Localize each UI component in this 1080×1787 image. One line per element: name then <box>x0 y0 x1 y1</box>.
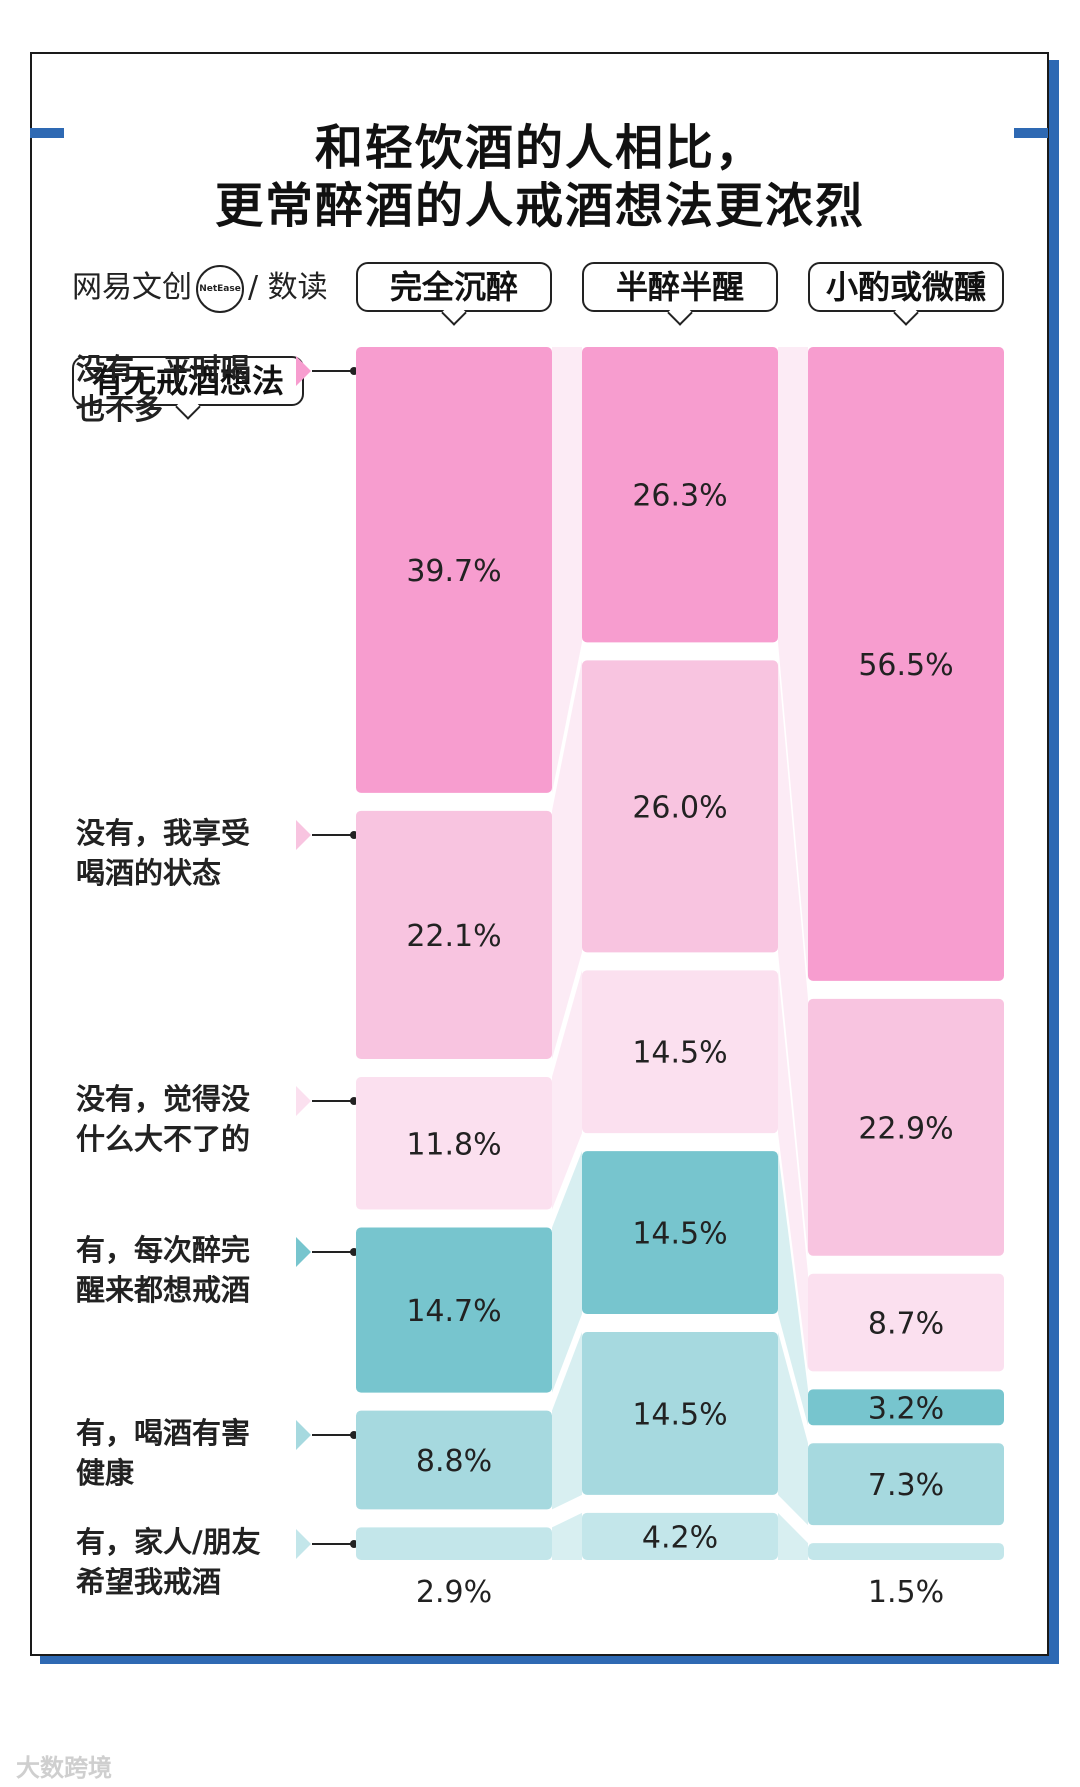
row-leader-dot-2 <box>350 1097 358 1105</box>
bar-segment-5-col2 <box>808 1543 1004 1560</box>
data-label-5-col0: 2.9% <box>416 1575 492 1610</box>
row-label-2-line-1: 什么大不了的 <box>76 1122 251 1156</box>
data-label-2-col2: 8.7% <box>868 1307 944 1342</box>
data-label-3-col2: 3.2% <box>868 1391 944 1426</box>
bar-segment-4-col0 <box>356 1410 552 1510</box>
row-label-3: 有，每次醉完 醒来都想戒酒 <box>76 1230 286 1310</box>
row-label-3-line-1: 醒来都想戒酒 <box>76 1272 251 1307</box>
data-label-0-col2: 56.5% <box>858 648 953 683</box>
row-leader-5 <box>312 1542 352 1545</box>
row-header-tag: 有无戒酒想法 <box>72 356 304 406</box>
data-label-0-col1: 26.3% <box>632 479 727 514</box>
bar-segment-3-col2 <box>808 1389 1004 1426</box>
row-leader-1 <box>312 833 352 836</box>
data-label-5-col1: 4.2% <box>642 1520 718 1555</box>
data-label-0-col0: 39.7% <box>406 554 501 589</box>
row-marker-1 <box>296 819 311 850</box>
bar-segment-4-col2 <box>808 1443 1004 1526</box>
data-label-3-col1: 14.5% <box>632 1217 727 1252</box>
row-label-4: 有，喝酒有害 健康 <box>76 1413 286 1493</box>
bar-segment-2-col0 <box>356 1077 552 1210</box>
row-leader-0 <box>312 370 352 372</box>
flow-band-1-col0-to-col1 <box>552 660 582 1060</box>
row-leader-dot-3 <box>350 1247 358 1256</box>
flow-band-1-col1-to-col2 <box>778 660 808 1256</box>
row-marker-3 <box>296 1236 311 1267</box>
row-marker-2 <box>296 1086 311 1116</box>
data-label-5-col2: 1.5% <box>868 1575 944 1610</box>
bar-segment-1-col1 <box>582 660 778 953</box>
flow-band-4-col0-to-col1 <box>552 1331 582 1510</box>
row-label-4-line-1: 健康 <box>76 1455 135 1490</box>
flow-band-0-col1-to-col2 <box>778 347 808 981</box>
bar-segment-2-col1 <box>582 970 778 1134</box>
bar-segment-5-col1 <box>582 1512 778 1560</box>
brand-name: 网易文创 <box>72 270 192 305</box>
bar-segment-3-col1 <box>582 1151 778 1314</box>
row-leader-dot-4 <box>350 1430 358 1439</box>
row-label-5-line-1: 希望我戒酒 <box>76 1564 222 1599</box>
flow-band-3-col1-to-col2 <box>778 1151 808 1426</box>
data-label-1-col1: 26.0% <box>632 790 727 825</box>
bar-segment-1-col2 <box>808 998 1004 1256</box>
row-label-3-line-0: 有，每次醉完 <box>76 1232 251 1267</box>
bar-segment-0-col0 <box>356 347 552 793</box>
column-header-0: 完全沉醉 <box>356 262 552 312</box>
flow-band-3-col0-to-col1 <box>552 1151 582 1393</box>
left-accent-tick <box>30 128 64 138</box>
row-label-5-line-0: 有，家人/朋友 <box>76 1524 261 1559</box>
column-header-2: 小酌或微醺 <box>808 262 1004 312</box>
chart-title-line-1: 和轻饮酒的人相比， <box>314 120 765 176</box>
brand-logo: 网易文创 NetEase / 数读 <box>72 262 328 313</box>
data-label-4-col2: 7.3% <box>868 1468 944 1503</box>
data-label-4-col1: 14.5% <box>632 1397 727 1432</box>
row-label-0: 没有，平时喝 也不多 <box>76 349 286 429</box>
row-leader-2 <box>312 1100 352 1102</box>
data-label-4-col0: 8.8% <box>416 1444 492 1479</box>
flow-band-4-col1-to-col2 <box>778 1331 808 1526</box>
bar-segment-5-col0 <box>356 1527 552 1560</box>
flow-band-5-col0-to-col1 <box>552 1512 582 1560</box>
row-leader-dot-1 <box>350 830 358 839</box>
row-label-2-line-0: 没有，觉得没 <box>76 1082 251 1116</box>
data-label-1-col2: 22.9% <box>858 1111 953 1146</box>
data-label-2-col1: 14.5% <box>632 1036 727 1071</box>
row-label-0-line-0: 没有，平时喝 <box>76 352 251 386</box>
column-header-1: 半醉半醒 <box>582 262 778 312</box>
bar-segment-2-col2 <box>808 1273 1004 1372</box>
row-leader-3 <box>312 1250 352 1253</box>
bar-segment-3-col0 <box>356 1227 552 1393</box>
row-label-4-line-0: 有，喝酒有害 <box>76 1415 251 1450</box>
row-label-1-line-1: 喝酒的状态 <box>76 855 222 890</box>
bar-segment-1-col0 <box>356 810 552 1060</box>
row-label-2: 没有，觉得没 什么大不了的 <box>76 1079 286 1159</box>
chart-title-line-2: 更常醉酒的人戒酒想法更浓烈 <box>214 178 865 234</box>
bar-segment-4-col1 <box>582 1331 778 1495</box>
row-leader-dot-5 <box>350 1539 358 1548</box>
row-leader-dot-0 <box>350 367 358 375</box>
row-label-5: 有，家人/朋友 希望我戒酒 <box>76 1522 286 1602</box>
row-marker-0 <box>296 356 311 386</box>
flow-band-2-col1-to-col2 <box>778 970 808 1372</box>
row-label-1-line-0: 没有，我享受 <box>76 815 251 850</box>
row-marker-5 <box>296 1528 311 1559</box>
watermark: 大数跨境 <box>16 1754 112 1782</box>
row-label-1: 没有，我享受 喝酒的状态 <box>76 813 286 893</box>
row-label-0-line-1: 也不多 <box>76 392 164 426</box>
data-label-2-col0: 11.8% <box>406 1127 501 1162</box>
row-leader-4 <box>312 1433 352 1436</box>
flow-band-2-col0-to-col1 <box>552 970 582 1210</box>
data-label-1-col0: 22.1% <box>406 919 501 954</box>
right-accent-tick <box>1014 128 1048 138</box>
row-marker-4 <box>296 1419 311 1450</box>
netease-badge: NetEase <box>196 264 244 313</box>
brand-suffix: / 数读 <box>248 270 328 305</box>
bar-segment-0-col2 <box>808 347 1004 981</box>
flow-band-0-col0-to-col1 <box>552 347 582 793</box>
flow-band-5-col1-to-col2 <box>778 1512 808 1560</box>
data-label-3-col0: 14.7% <box>406 1294 501 1329</box>
bar-segment-0-col1 <box>582 347 778 643</box>
